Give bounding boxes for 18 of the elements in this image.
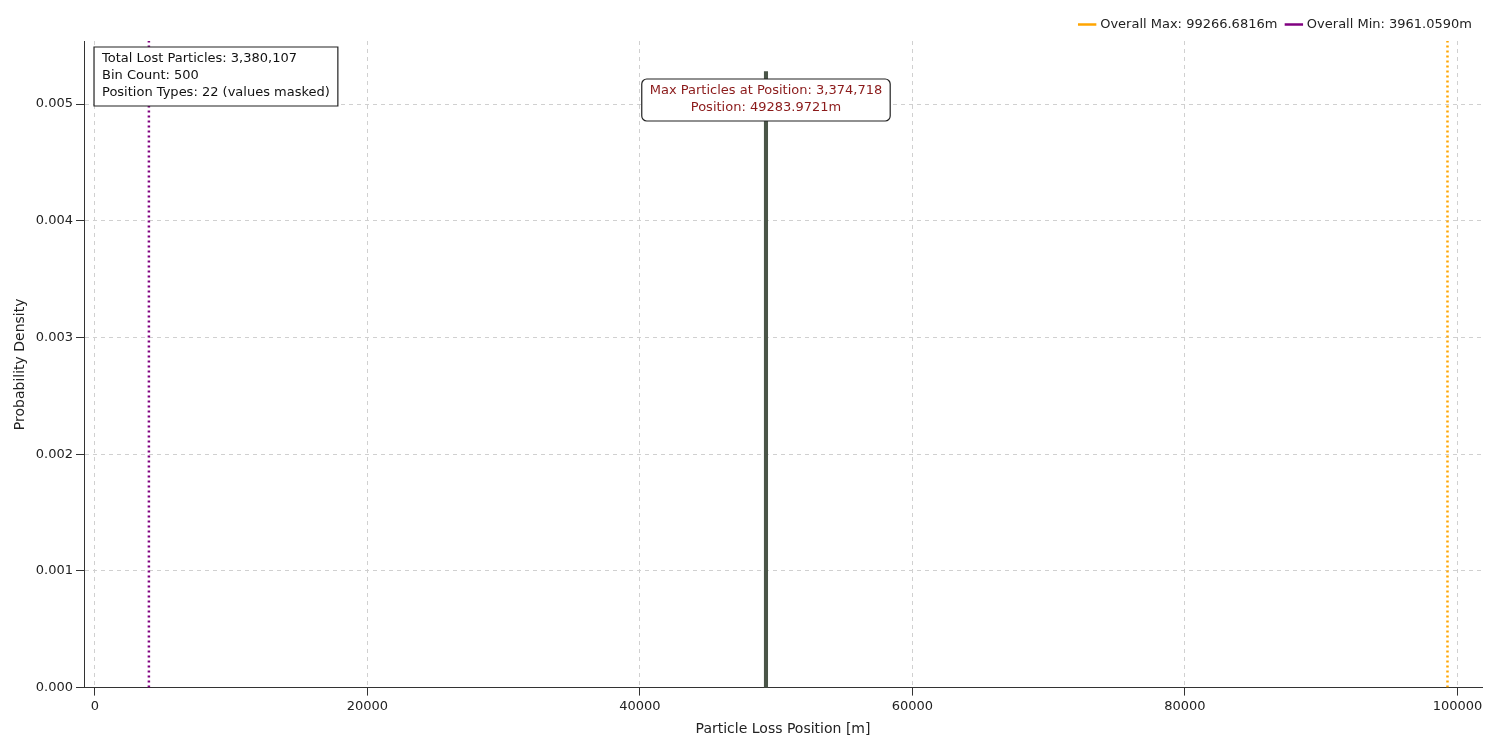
y-tick-label: 0.003	[35, 328, 74, 344]
legend-label: Overall Max: 99266.6816m	[1100, 15, 1278, 31]
y-axis-title: Probability Density	[11, 298, 28, 431]
x-tick-label: 0	[90, 697, 100, 713]
y-tick-label: 0.000	[35, 678, 74, 694]
y-tick-label: 0.004	[35, 212, 74, 228]
y-tick-label: 0.005	[35, 95, 74, 111]
x-tick-label: 40000	[619, 697, 661, 713]
x-tick-label: 100000	[1432, 697, 1483, 713]
x-tick-label: 80000	[1164, 697, 1206, 713]
y-tick-label: 0.001	[35, 562, 74, 578]
legend-label: Overall Min: 3961.0590m	[1306, 15, 1473, 31]
x-tick-label: 60000	[891, 697, 934, 713]
annotation: Max Particles at Position: 3,374,718 Position: 49283.9721m	[649, 81, 883, 114]
x-axis-title: Particle Loss Position [m]	[695, 720, 871, 737]
annotation: Total Lost Particles: 3,380,107 Bin Count: 500 Position Types: 22 (values masked)	[101, 49, 330, 99]
x-tick-label: 20000	[346, 697, 389, 713]
y-tick-label: 0.002	[35, 445, 74, 461]
